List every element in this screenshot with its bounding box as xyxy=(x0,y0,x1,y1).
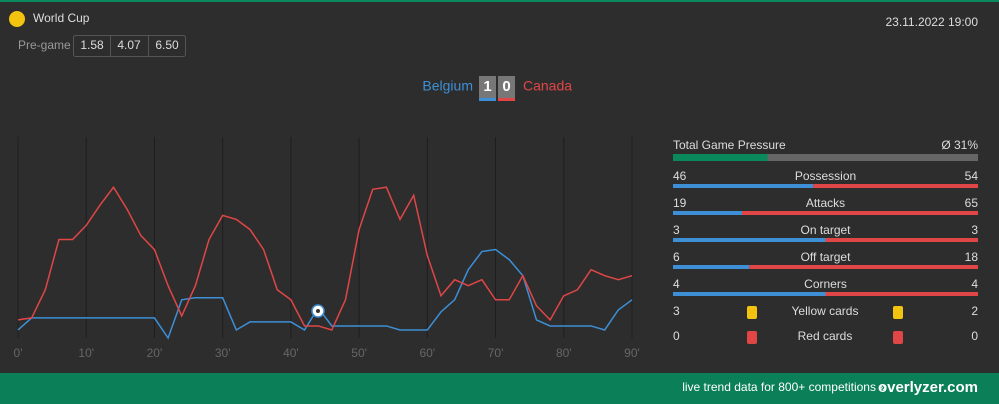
stat-away: 65 xyxy=(965,196,979,210)
x-tick-label: 60' xyxy=(420,346,436,360)
stat-home: 4 xyxy=(673,277,680,291)
competition: World Cup xyxy=(33,11,90,25)
footer-brand: overlyzer.com xyxy=(878,379,978,396)
stat-bar-away xyxy=(749,265,978,269)
home-goals: 1 xyxy=(483,78,491,95)
stat-name: Possession xyxy=(795,169,856,183)
datetime: 23.11.2022 19:00 xyxy=(885,15,978,29)
competition-icon xyxy=(9,11,25,27)
home-team: Belgium xyxy=(422,78,473,94)
card-home: 0 xyxy=(673,329,680,343)
stat-bar-home xyxy=(673,211,742,215)
x-tick-label: 30' xyxy=(215,346,231,360)
stat-bar-home xyxy=(673,292,826,296)
score-box xyxy=(498,76,515,98)
away-team: Canada xyxy=(523,78,572,94)
x-tick-label: 50' xyxy=(351,346,367,360)
stat-name: Attacks xyxy=(806,196,845,210)
stat-name: Corners xyxy=(804,277,847,291)
away-goals: 0 xyxy=(502,78,510,95)
card-icon xyxy=(747,306,757,319)
card-name: Yellow cards xyxy=(792,304,859,318)
pressure-track xyxy=(673,154,978,161)
stat-home: 19 xyxy=(673,196,687,210)
odds-box xyxy=(73,35,186,57)
pressure-bar xyxy=(673,154,768,161)
odds: 6.50 xyxy=(155,38,179,52)
stat-home: 3 xyxy=(673,223,680,237)
card-name: Red cards xyxy=(798,329,853,343)
score-box xyxy=(479,76,496,98)
card-icon xyxy=(893,306,903,319)
pressure-label: Total Game Pressure xyxy=(673,138,786,152)
stat-bar-home xyxy=(673,265,750,269)
score-underline xyxy=(498,98,515,101)
x-tick-label: 90' xyxy=(624,346,640,360)
stat-name: Off target xyxy=(801,250,851,264)
ball-patch xyxy=(316,309,320,313)
card-icon xyxy=(893,331,903,344)
stat-name: On target xyxy=(800,223,851,237)
stat-bar-home xyxy=(673,184,814,188)
x-tick-label: 20' xyxy=(147,346,163,360)
x-tick-label: 80' xyxy=(556,346,572,360)
stat-bar-home xyxy=(673,238,826,242)
stat-bar-away xyxy=(825,292,978,296)
pressure-line xyxy=(17,248,633,340)
stats-panel: Total Game Pressure Ø 31%46 Possession 5419… xyxy=(673,138,978,344)
footer xyxy=(0,373,999,404)
odds: 4.07 xyxy=(117,38,141,52)
stat-bar-away xyxy=(825,238,978,242)
pressure-value: Ø 31% xyxy=(941,138,978,152)
card-icon xyxy=(747,331,757,344)
top-border xyxy=(0,0,999,2)
stat-home: 46 xyxy=(673,169,687,183)
stat-bar-away xyxy=(741,211,978,215)
stat-away: 4 xyxy=(971,277,978,291)
pressure-chart: 0' 10' 20' 30' 40' 50' 60' 70' 80' 90' xyxy=(14,137,640,360)
pressure-line xyxy=(17,185,633,331)
x-tick-label: 0' xyxy=(14,346,23,360)
pregame-label: Pre-game xyxy=(18,38,71,52)
goal-icon xyxy=(311,304,325,318)
footer-text: live trend data for 800+ competitions » xyxy=(682,380,886,394)
stat-away: 54 xyxy=(965,169,979,183)
stat-away: 3 xyxy=(971,223,978,237)
x-tick-label: 70' xyxy=(488,346,504,360)
card-home: 3 xyxy=(673,304,680,318)
stat-bar-away xyxy=(813,184,978,188)
x-tick-label: 10' xyxy=(78,346,94,360)
card-away: 0 xyxy=(971,329,978,343)
stat-away: 18 xyxy=(965,250,979,264)
odds: 1.58 xyxy=(80,38,104,52)
score-underline xyxy=(479,98,496,101)
stat-home: 6 xyxy=(673,250,680,264)
card-away: 2 xyxy=(971,304,978,318)
x-tick-label: 40' xyxy=(283,346,299,360)
